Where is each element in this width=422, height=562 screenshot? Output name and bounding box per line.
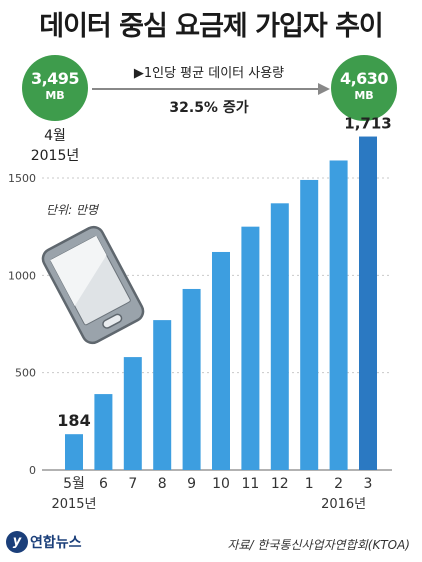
bar <box>212 251 230 470</box>
bar <box>329 160 348 471</box>
start-year: 2015년 <box>30 148 80 164</box>
y-tick-label: 500 <box>15 367 36 380</box>
x-year-label: 2015년 <box>51 497 96 512</box>
start-usage-circle: 3,495 MB <box>22 55 88 121</box>
chart-title: 데이터 중심 요금제 가입자 추이 <box>39 11 384 42</box>
y-tick-label: 1500 <box>8 172 36 185</box>
bar <box>270 203 289 470</box>
x-tick-label: 11 <box>241 476 259 492</box>
data-label: 184 <box>57 411 90 430</box>
unit-note: 단위: 만명 <box>46 203 100 217</box>
arrow-caption: ▶1인당 평균 데이터 사용량 <box>133 66 285 81</box>
bar <box>300 179 319 471</box>
start-date-label: 4월 2015년 <box>22 126 88 166</box>
phone-icon <box>41 225 145 345</box>
x-tick-label: 5월 <box>63 476 85 492</box>
bar <box>359 136 377 470</box>
x-tick-label: 2 <box>334 476 343 492</box>
start-usage-unit: MB <box>45 89 65 102</box>
bar <box>241 226 260 470</box>
bar <box>182 288 201 470</box>
x-tick-label: 7 <box>128 476 137 492</box>
growth-arrow-line <box>92 88 320 90</box>
x-year-label: 2016년 <box>321 497 366 512</box>
start-usage-value: 3,495 <box>30 69 80 88</box>
start-month: 4월 <box>44 128 66 144</box>
y-tick-label: 1000 <box>8 269 36 282</box>
x-tick-label: 1 <box>305 476 314 492</box>
end-usage-unit: MB <box>354 89 374 102</box>
bar <box>123 357 142 470</box>
bar <box>153 320 172 470</box>
growth-percent: 32.5% 증가 <box>169 100 249 116</box>
bars <box>65 136 377 471</box>
x-tick-label: 10 <box>212 476 230 492</box>
yonhap-logo: y 연합뉴스 <box>6 531 82 553</box>
arrow-right-icon <box>318 83 330 95</box>
y-tick-label: 0 <box>29 464 36 477</box>
source-note: 자료/ 한국통신사업자연합회(KTOA) <box>227 538 410 552</box>
x-tick-label: 3 <box>364 476 373 492</box>
x-tick-label: 6 <box>99 476 108 492</box>
bar <box>94 394 113 470</box>
x-tick-label: 8 <box>158 476 167 492</box>
logo-text: 연합뉴스 <box>30 535 82 551</box>
logo-mark: y <box>6 531 28 553</box>
x-tick-label: 9 <box>187 476 196 492</box>
end-usage-value: 4,630 <box>339 69 389 88</box>
data-label: 1,713 <box>344 115 391 133</box>
bar <box>65 434 83 470</box>
end-usage-circle: 4,630 MB <box>331 55 397 121</box>
x-tick-label: 12 <box>271 476 289 492</box>
